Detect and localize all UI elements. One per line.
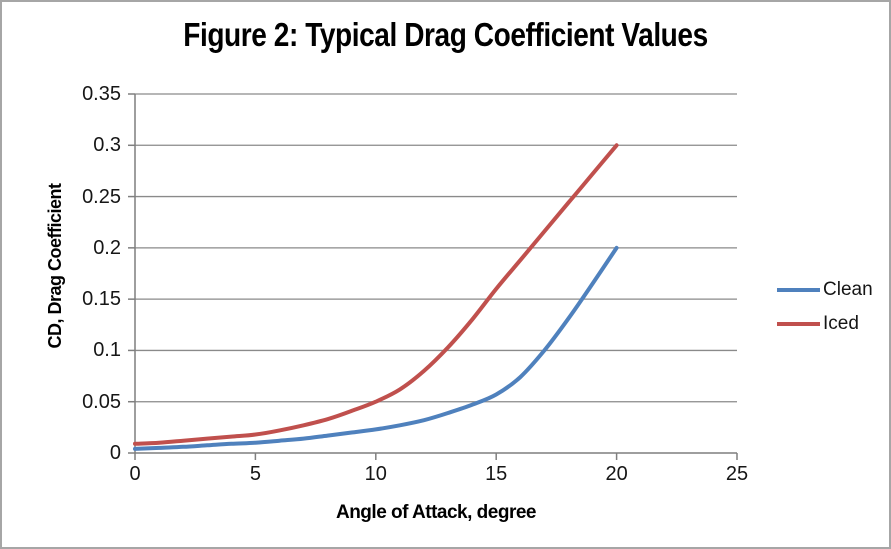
x-tick-label: 15 <box>485 463 508 485</box>
y-tick-label: 0.3 <box>93 134 121 157</box>
chart-title: Figure 2: Typical Drag Coefficient Value… <box>183 16 708 53</box>
y-tick-label: 0.25 <box>82 185 121 208</box>
y-tick-label: 0.35 <box>82 83 121 105</box>
x-tick-label: 25 <box>725 463 749 485</box>
legend-label: Clean <box>823 279 873 300</box>
series-line-iced <box>133 143 619 446</box>
legend-swatch-iced <box>777 322 820 326</box>
y-tick-label: 0.05 <box>82 390 121 413</box>
x-tick-label: 0 <box>129 463 141 485</box>
x-tick-label: 5 <box>249 463 261 485</box>
y-tick-label: 0.15 <box>82 288 121 311</box>
x-tick-label: 20 <box>605 463 628 485</box>
plot-svg <box>128 93 738 460</box>
y-tick-label: 0 <box>109 442 121 464</box>
x-tick-label: 10 <box>364 463 387 485</box>
legend-item-iced: Iced <box>777 313 873 335</box>
legend-item-clean: Clean <box>777 279 873 301</box>
legend: Clean Iced <box>777 279 873 335</box>
y-tick-label: 0.1 <box>93 339 121 362</box>
plot-area <box>128 93 738 460</box>
legend-label: Iced <box>823 313 859 334</box>
legend-swatch-clean <box>777 288 820 292</box>
y-tick-label: 0.2 <box>93 236 121 259</box>
series-line-clean <box>133 245 619 451</box>
x-axis-title: Angle of Attack, degree <box>335 502 537 523</box>
